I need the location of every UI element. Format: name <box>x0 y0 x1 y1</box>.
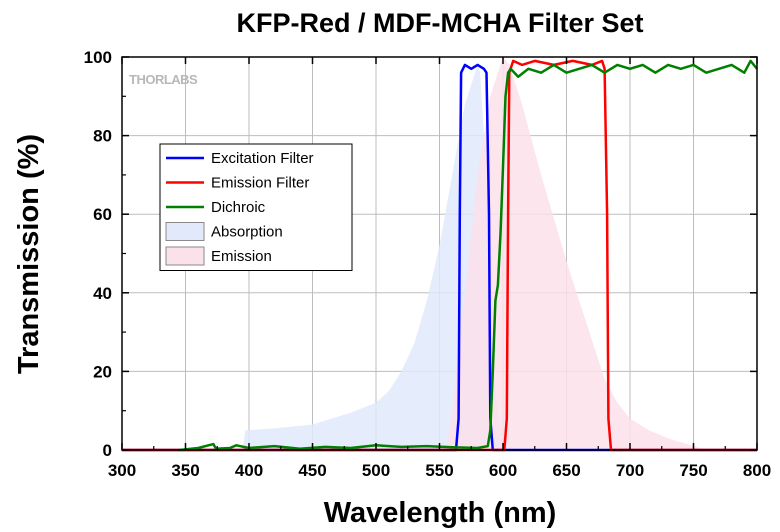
legend-label-emission: Emission <box>211 248 272 265</box>
x-tick-label: 400 <box>235 461 263 480</box>
emission-area <box>445 57 707 450</box>
legend-swatch-absorption <box>165 222 205 241</box>
legend-label-dichroic: Dichroic <box>211 199 266 216</box>
y-tick-label: 60 <box>93 205 112 224</box>
ticks: 300 350 400 450 500 550 600 650 700 750 800 0 20 40 60… <box>84 48 772 480</box>
x-tick-label: 500 <box>362 461 390 480</box>
absorption-area <box>242 64 523 451</box>
legend: Excitation Filter Emission Filter Dichroic… <box>159 143 353 271</box>
x-tick-label: 450 <box>298 461 326 480</box>
chart-title: KFP-Red / MDF-MCHA Filter Set <box>237 8 644 38</box>
x-tick-label: 350 <box>171 461 199 480</box>
x-tick-label: 650 <box>552 461 580 480</box>
x-tick-label: 550 <box>425 461 453 480</box>
line-series <box>122 59 758 452</box>
legend-label-emission-filter: Emission Filter <box>211 175 309 192</box>
y-tick-label: 40 <box>93 284 112 303</box>
excitation-filter-line <box>122 63 757 452</box>
x-tick-label: 800 <box>743 461 771 480</box>
legend-label-absorption: Absorption <box>211 224 283 241</box>
x-tick-label: 700 <box>616 461 644 480</box>
area-series <box>242 57 707 451</box>
legend-label-excitation-filter: Excitation Filter <box>211 150 314 167</box>
x-tick-label: 600 <box>489 461 517 480</box>
x-tick-label: 300 <box>108 461 136 480</box>
legend-swatch-emission <box>165 246 205 266</box>
y-tick-label: 100 <box>84 48 112 67</box>
thorlabs-watermark: THORLABS <box>129 72 198 87</box>
x-tick-label: 750 <box>679 461 707 480</box>
x-axis-label: Wavelength (nm) <box>324 497 557 529</box>
dichroic-line <box>179 59 758 452</box>
y-tick-label: 0 <box>103 441 112 460</box>
y-tick-label: 20 <box>93 362 112 381</box>
y-axis-label: Transmission (%) <box>13 134 45 374</box>
y-tick-label: 80 <box>93 127 112 146</box>
